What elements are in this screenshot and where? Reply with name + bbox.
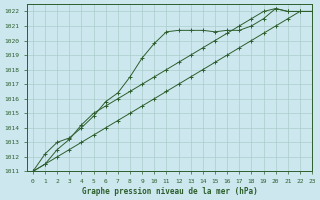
X-axis label: Graphe pression niveau de la mer (hPa): Graphe pression niveau de la mer (hPa) bbox=[82, 187, 257, 196]
